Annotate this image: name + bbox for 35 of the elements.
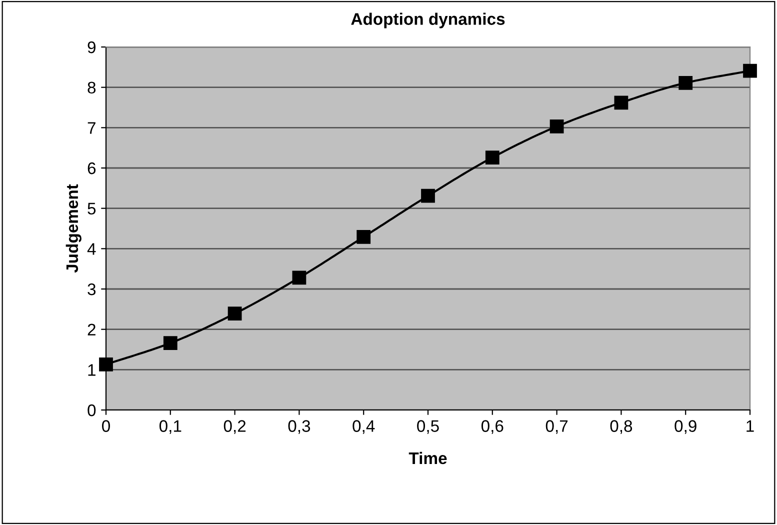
point [292,270,306,285]
point [485,150,500,164]
y-tick-label: 9 [88,41,96,54]
x-tick-label: 1 [746,420,754,432]
chart-title: Adoption dynamics [351,12,505,28]
point [550,120,564,134]
point [356,230,371,244]
point [614,96,628,110]
y-tick-label: 0 [88,404,96,416]
point [163,336,178,350]
y-axis-title: Judgement [66,184,82,273]
point [99,357,113,372]
x-tick-label: 0,1 [159,420,182,434]
x-tick-label: 0,3 [288,420,310,434]
y-tick-label: 1 [88,364,96,376]
y-tick-label: 4 [87,243,96,255]
y-tick-label: 6 [88,162,96,174]
x-tick-label: 0,8 [610,420,632,434]
point [228,306,242,321]
x-tick-label: 0 [102,420,110,432]
x-tick-label: 0,5 [417,420,439,434]
y-tick-label: 3 [88,283,96,296]
x-tick-label: 0,6 [481,420,504,434]
x-tick-label: 0,7 [546,420,568,434]
x-axis-title: Time [408,452,447,464]
point [421,188,435,203]
point [743,64,757,78]
x-tick-label: 0,2 [224,420,246,434]
x-tick-label: 0,9 [674,420,696,434]
x-tick-label: 0,4 [352,420,375,434]
y-tick-label: 8 [88,82,96,94]
point [678,76,693,90]
y-tick-label: 2 [88,324,96,336]
y-tick-label: 7 [88,122,96,134]
y-tick-label: 5 [88,202,96,215]
